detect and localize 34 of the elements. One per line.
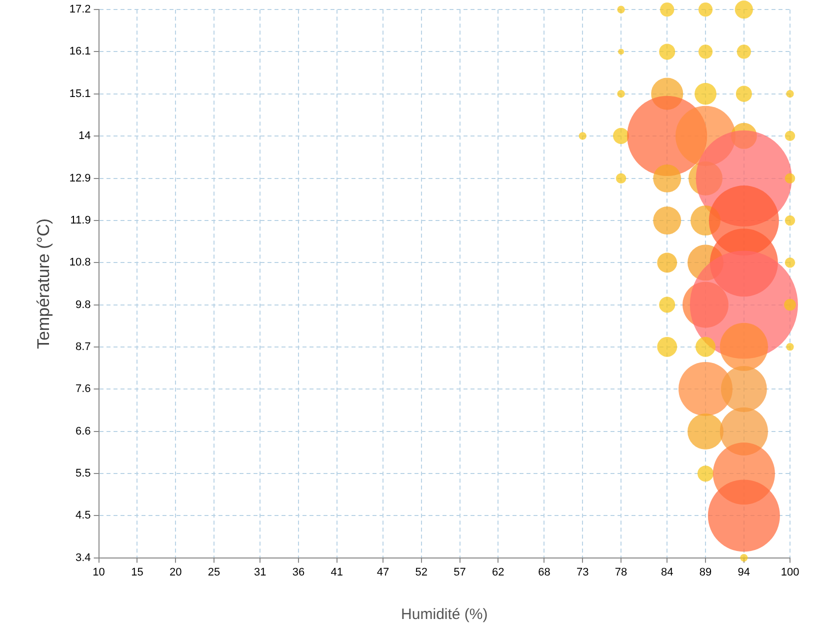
y-tick-label: 12.9: [69, 172, 91, 184]
x-tick-label: 68: [538, 566, 550, 578]
y-tick-label: 4.5: [76, 510, 91, 522]
y-tick-label: 5.5: [76, 468, 91, 480]
x-tick-label: 31: [254, 566, 266, 578]
y-tick-label: 6.6: [76, 426, 91, 438]
x-tick-label: 89: [699, 566, 712, 578]
x-tick-label: 10: [92, 566, 105, 578]
y-tick-label: 8.7: [76, 340, 91, 353]
x-tick-label: 25: [208, 566, 220, 578]
x-tick-label: 62: [492, 566, 504, 578]
x-tick-label: 41: [330, 566, 344, 578]
y-tick-label: 16.1: [69, 46, 91, 58]
y-tick-label: 11.9: [70, 214, 91, 227]
x-tick-label: 84: [660, 566, 674, 578]
y-axis-title: Température (°C): [34, 218, 53, 349]
y-tick-label: 7.6: [76, 383, 91, 395]
y-tick-label: 9.8: [76, 298, 91, 311]
y-tick-label: 15.1: [69, 88, 91, 100]
y-tick-label: 3.4: [76, 552, 91, 564]
y-tick-label: 17.2: [69, 4, 91, 16]
x-tick-label: 36: [292, 566, 305, 578]
y-tick-label: 10.8: [69, 256, 91, 269]
x-tick-label: 15: [131, 566, 144, 578]
x-tick-label: 100: [780, 566, 800, 578]
x-tick-label: 52: [415, 566, 428, 578]
x-tick-label: 73: [576, 566, 589, 578]
x-tick-label: 57: [454, 566, 466, 578]
x-tick-label: 94: [738, 566, 750, 578]
y-tick-label: 14: [78, 130, 91, 142]
x-tick-label: 78: [614, 566, 628, 578]
x-tick-label: 47: [376, 566, 390, 578]
x-tick-label: 20: [169, 566, 182, 578]
x-axis-title: Humidité (%): [401, 606, 488, 624]
